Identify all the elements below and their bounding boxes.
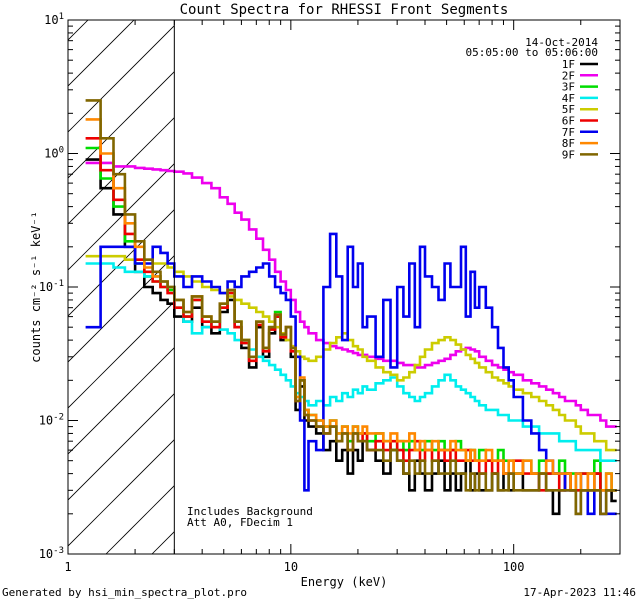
- legend-label-1F: 1F: [562, 58, 575, 71]
- legend-label-9F: 9F: [562, 148, 575, 161]
- y-tick-base: 10: [39, 547, 53, 561]
- time-range-label: 05:05:00 to 05:06:00: [466, 46, 598, 59]
- hatch-line: [68, 393, 175, 501]
- y-tick-label: 10-2: [39, 413, 64, 428]
- hatch-line: [68, 20, 135, 87]
- y-tick-label: 10-3: [39, 546, 64, 561]
- hatch-region: [68, 20, 175, 554]
- annotation-attenuator: Att A0, FDecim 1: [187, 516, 293, 529]
- hatch-line: [68, 439, 175, 547]
- x-tick-label: 100: [503, 560, 525, 574]
- chart-title: Count Spectra for RHESSI Front Segments: [180, 2, 509, 18]
- y-tick-exponent: -2: [53, 413, 64, 423]
- y-tick-exponent: -1: [53, 279, 64, 289]
- footer-generated-by: Generated by hsi_min_spectra_plot.pro: [2, 586, 247, 599]
- series-line-4F: [85, 262, 617, 462]
- series-line-7F: [85, 232, 617, 516]
- series-line-5F: [85, 254, 617, 452]
- hatch-line: [68, 255, 175, 363]
- series-line-1F: [85, 158, 617, 516]
- y-tick-base: 10: [44, 13, 58, 27]
- y-axis-label: counts cm⁻² s⁻¹ keV⁻¹: [29, 211, 43, 363]
- legend-label-6F: 6F: [562, 115, 575, 128]
- legend-label-8F: 8F: [562, 137, 575, 150]
- footer-timestamp: 17-Apr-2023 11:46: [523, 586, 636, 599]
- date-label: 14-Oct-2014: [525, 36, 598, 49]
- annotation-background: Includes Background: [187, 505, 313, 518]
- y-tick-exponent: 0: [59, 146, 64, 156]
- legend-label-7F: 7F: [562, 126, 575, 139]
- y-tick-base: 10: [44, 147, 58, 161]
- series-group: [85, 99, 617, 516]
- hatch-line: [68, 209, 175, 317]
- legend-label-5F: 5F: [562, 103, 575, 116]
- x-axis: 1 10 100: [64, 20, 621, 574]
- x-tick-label: 10: [284, 560, 298, 574]
- hatch-line: [68, 71, 175, 179]
- legend-label-3F: 3F: [562, 81, 575, 94]
- x-tick-label: 1: [64, 560, 71, 574]
- hatch-line: [68, 163, 175, 271]
- y-tick-exponent: 1: [59, 12, 64, 22]
- y-tick-exponent: -3: [53, 546, 64, 556]
- y-tick-label: 101: [44, 12, 64, 27]
- legend-label-4F: 4F: [562, 92, 575, 105]
- series-line-9F: [85, 99, 617, 516]
- x-axis-label: Energy (keV): [301, 575, 388, 589]
- hatch-line: [68, 347, 175, 455]
- y-tick-base: 10: [39, 280, 53, 294]
- legend-label-2F: 2F: [562, 69, 575, 82]
- series-line-2F: [85, 161, 617, 428]
- y-tick-label: 10-1: [39, 279, 64, 294]
- series-line-3F: [85, 146, 617, 492]
- hatch-line: [68, 25, 175, 133]
- y-tick-base: 10: [39, 414, 53, 428]
- series-line-6F: [85, 137, 617, 492]
- y-tick-label: 100: [44, 146, 64, 161]
